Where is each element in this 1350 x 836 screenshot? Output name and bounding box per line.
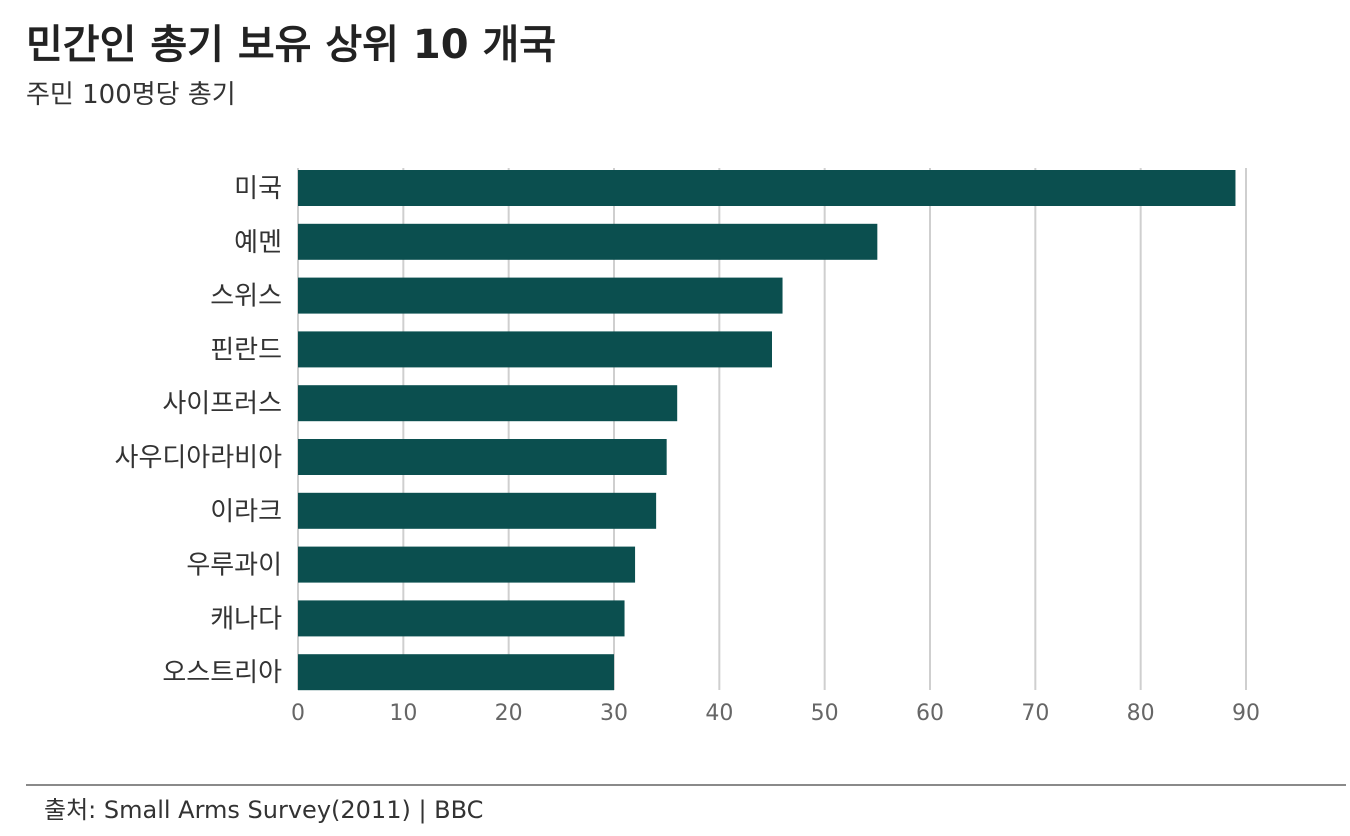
bar (298, 600, 625, 637)
category-label: 오스트리아 (162, 658, 282, 688)
category-label: 핀란드 (210, 335, 282, 365)
category-label: 사우디아라비아 (115, 443, 283, 473)
x-tick-label: 60 (916, 701, 944, 726)
x-tick-label: 40 (705, 701, 733, 726)
category-label: 미국 (234, 174, 282, 204)
bar (298, 492, 657, 529)
footer-divider (26, 784, 1346, 786)
bar (298, 385, 678, 422)
category-label: 예멘 (234, 228, 282, 258)
x-tick-label: 10 (389, 701, 417, 726)
x-tick-label: 20 (495, 701, 523, 726)
chart-title: 민간인 총기 보유 상위 10 개국 (26, 22, 557, 68)
x-tick-label: 50 (811, 701, 839, 726)
x-tick-label: 70 (1021, 701, 1049, 726)
bars (298, 170, 1236, 691)
bar (298, 331, 772, 368)
category-label: 사이프러스 (162, 389, 282, 419)
x-tick-label: 90 (1232, 701, 1260, 726)
category-label: 이라크 (210, 497, 282, 527)
x-tick-label: 30 (600, 701, 628, 726)
bar (298, 546, 636, 583)
bar (298, 654, 614, 691)
x-tick-label: 80 (1127, 701, 1155, 726)
category-label: 스위스 (210, 282, 282, 312)
source-note: 출처: Small Arms Survey(2011) | BBC (44, 796, 484, 824)
bar (298, 439, 667, 475)
chart-subtitle: 주민 100명당 총기 (26, 80, 236, 110)
category-label: 캐나다 (210, 604, 282, 634)
category-label: 우루과이 (186, 551, 282, 581)
bar (298, 223, 878, 260)
bar (298, 170, 1236, 206)
x-tick-labels: 0 10 20 30 40 50 60 70 80 90 (291, 701, 1260, 726)
bar (298, 277, 783, 314)
x-tick-label: 0 (291, 701, 305, 726)
